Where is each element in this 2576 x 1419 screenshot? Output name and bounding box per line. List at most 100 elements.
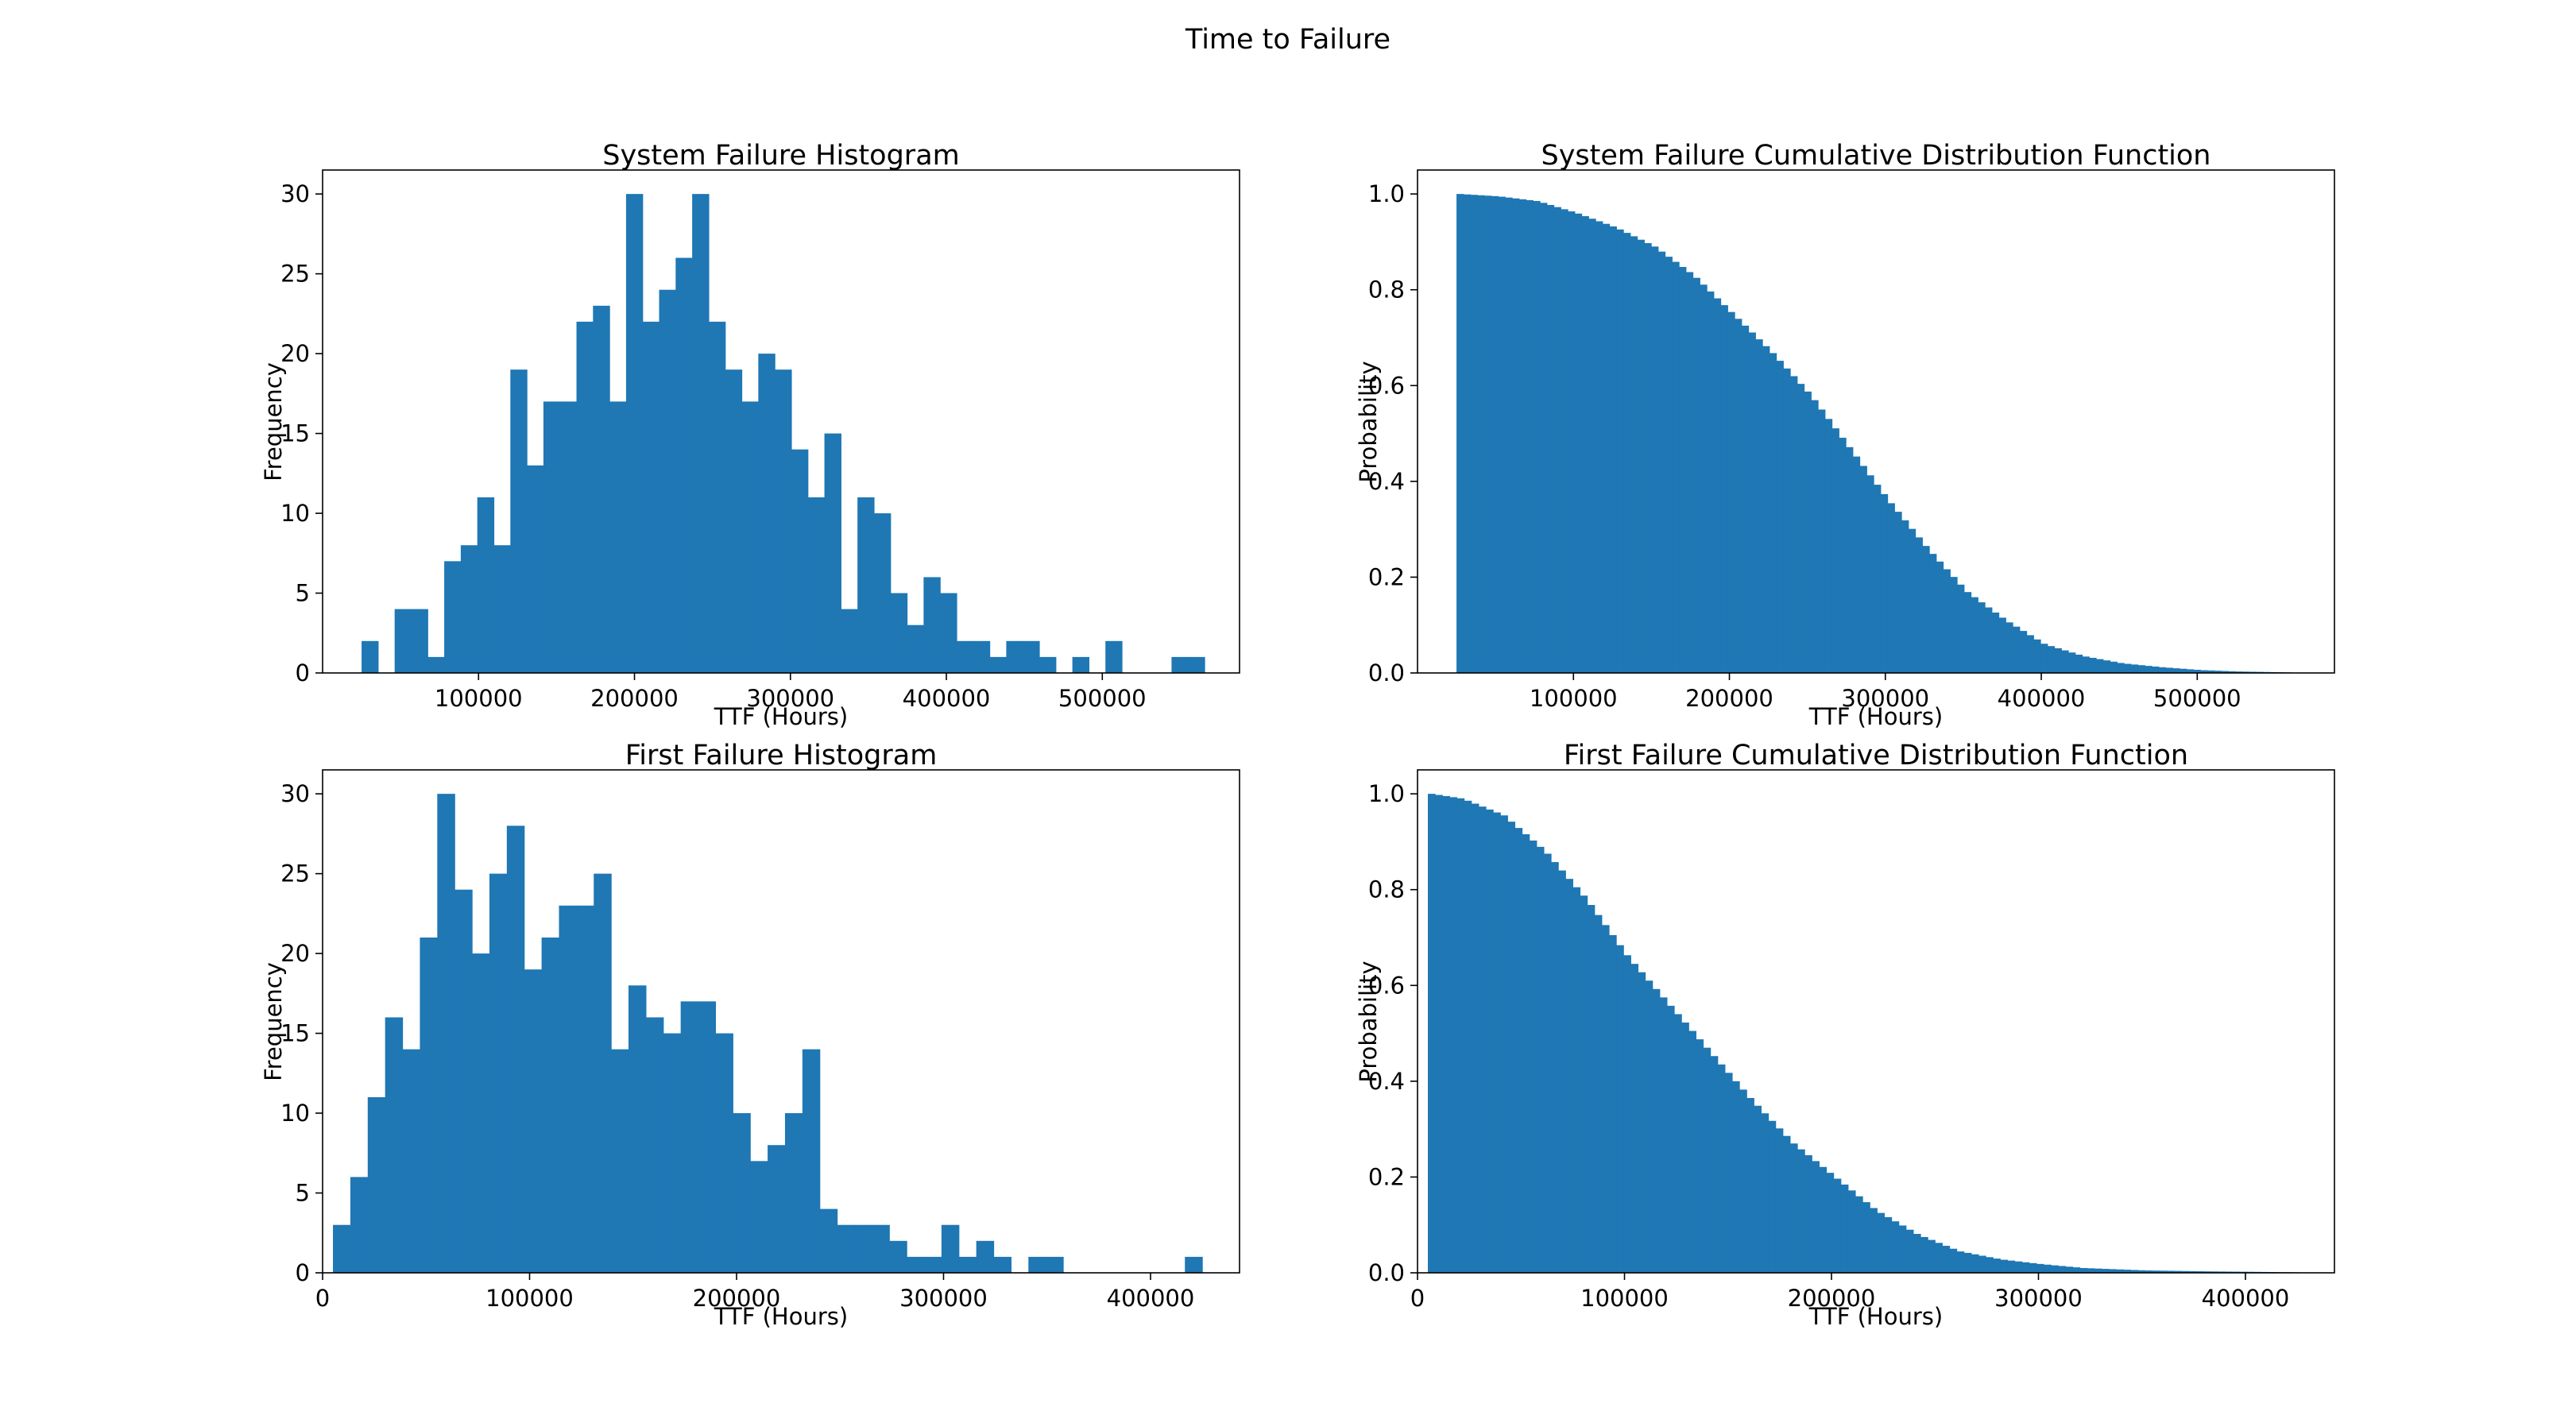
cdf-step xyxy=(2087,1268,2095,1273)
cdf-step xyxy=(2079,1267,2088,1273)
cdf-step xyxy=(1874,485,1882,673)
cdf-step xyxy=(1464,800,1472,1273)
cdf-step xyxy=(1484,195,1492,674)
cdf-step xyxy=(1546,204,1555,674)
cdf-step xyxy=(1478,806,1487,1273)
cdf-step xyxy=(1565,879,1573,1273)
cdf-step xyxy=(2094,1268,2102,1273)
cdf-step xyxy=(2228,671,2236,673)
cdf-step xyxy=(1512,198,1520,674)
histogram-bar xyxy=(973,640,991,673)
histogram-bar xyxy=(1185,1256,1203,1273)
histogram-bar xyxy=(708,321,726,673)
histogram-bar xyxy=(768,1145,786,1273)
histogram-bar xyxy=(609,401,627,673)
axes-frame xyxy=(1417,769,2335,1274)
cdf-step xyxy=(1894,512,1902,673)
cdf-step xyxy=(1581,216,1589,673)
cdf-step xyxy=(2193,670,2201,673)
histogram-bar xyxy=(698,1001,717,1273)
cdf-step xyxy=(1681,1023,1689,1273)
cdf-step xyxy=(1588,218,1596,673)
cdf-step xyxy=(1595,221,1603,673)
cdf-step xyxy=(1456,194,1464,673)
cdf-step xyxy=(1703,1047,1712,1273)
cdf-step xyxy=(1884,1216,1893,1273)
cdf-step xyxy=(1746,1097,1754,1273)
cdf-step xyxy=(1551,862,1559,1273)
cdf-step xyxy=(1859,466,1867,673)
histogram-bar xyxy=(427,656,445,673)
cdf-step xyxy=(1936,561,1944,673)
histogram-bar xyxy=(645,1017,664,1273)
histogram-bar xyxy=(1188,656,1205,673)
cdf-step xyxy=(1630,236,1638,673)
y-tick-label: 20 xyxy=(280,940,310,967)
cdf-step xyxy=(1463,194,1472,673)
histogram-bar xyxy=(907,1256,925,1273)
histogram-bar xyxy=(576,905,594,1273)
histogram-bar xyxy=(543,401,561,673)
histogram-bar xyxy=(924,1256,942,1273)
cdf-step xyxy=(1963,1252,1972,1273)
y-axis-label: Probability xyxy=(1355,961,1382,1082)
cdf-step xyxy=(1993,1259,2001,1273)
y-tick-label: 0.8 xyxy=(1368,276,1405,304)
histogram-bar xyxy=(873,513,892,673)
x-tick-label: 300000 xyxy=(1994,1285,2083,1312)
cdf-step xyxy=(1710,1056,1719,1273)
y-tick-label: 0.0 xyxy=(1368,1259,1405,1286)
cdf-step xyxy=(1887,503,1895,673)
cdf-step xyxy=(1735,319,1742,673)
cdf-step xyxy=(2021,1262,2030,1273)
histogram-bar xyxy=(989,656,1007,673)
cdf-step xyxy=(2123,1270,2132,1273)
histogram-bar xyxy=(733,1113,751,1273)
histogram-bar xyxy=(333,1224,351,1273)
cdf-step xyxy=(1536,846,1545,1273)
y-tick-label: 10 xyxy=(280,1100,310,1127)
cdf-step xyxy=(1855,1196,1863,1273)
histogram-bar xyxy=(857,497,875,673)
y-axis-label: Frequency xyxy=(260,962,287,1081)
histogram-bar xyxy=(629,985,647,1273)
cdf-step xyxy=(1630,964,1639,1273)
cdf-step xyxy=(2159,1270,2168,1273)
cdf-step xyxy=(1812,1161,1820,1273)
cdf-step xyxy=(1971,597,1978,673)
cdf-step xyxy=(1553,207,1561,673)
x-axis-label: TTF (Hours) xyxy=(714,703,848,730)
cdf-step xyxy=(1505,197,1513,673)
x-tick-label: 400000 xyxy=(903,685,991,712)
cdf-step xyxy=(2068,652,2076,673)
cdf-step xyxy=(1493,812,1501,1273)
cdf-step xyxy=(2089,657,2097,673)
cdf-step xyxy=(1529,840,1537,1273)
cdf-step xyxy=(1950,577,1958,673)
cdf-step xyxy=(2200,670,2208,673)
cdf-step xyxy=(2047,646,2056,673)
cdf-step xyxy=(1731,1081,1740,1273)
histogram-bar xyxy=(941,1224,960,1273)
cdf-step xyxy=(1797,384,1805,673)
cdf-step xyxy=(2065,1266,2074,1273)
histogram-bar xyxy=(420,938,438,1273)
cdf-step xyxy=(1572,887,1581,1273)
x-tick-label: 300000 xyxy=(746,685,834,712)
y-tick-label: 0.2 xyxy=(1368,1163,1405,1190)
cdf-step xyxy=(1674,1014,1682,1273)
cdf-step xyxy=(1846,447,1854,673)
histogram-bar xyxy=(824,433,841,673)
cdf-step xyxy=(1901,520,1909,673)
y-tick-label: 25 xyxy=(280,261,310,288)
cdf-step xyxy=(1470,195,1478,674)
cdf-step xyxy=(2058,1266,2066,1273)
histogram-bar xyxy=(385,1017,404,1273)
histogram-bar xyxy=(477,497,495,673)
cdf-step xyxy=(2180,668,2187,673)
y-tick-label: 0.8 xyxy=(1368,876,1405,903)
cdf-step xyxy=(2137,665,2145,673)
cdf-step xyxy=(1428,794,1436,1273)
histogram-bar xyxy=(1006,640,1023,673)
cdf-step xyxy=(2075,654,2083,673)
